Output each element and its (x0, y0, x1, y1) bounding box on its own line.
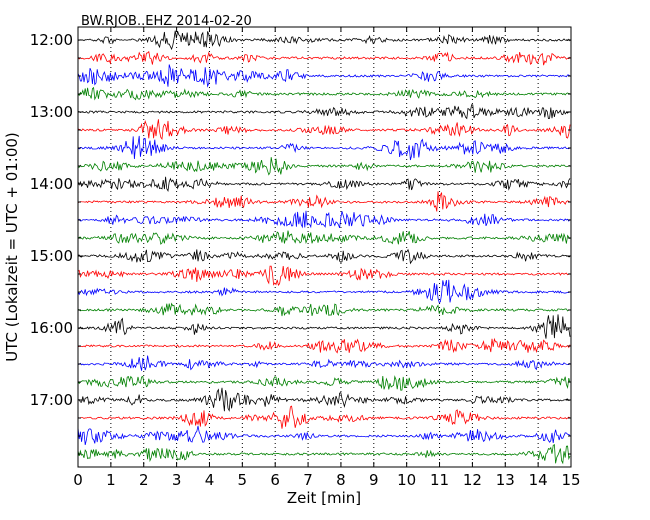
y-tick-label: 14:00 (30, 175, 73, 193)
y-axis-label: UTC (Lokalzeit = UTC + 01:00) (3, 132, 21, 362)
y-axis-ticks: 12:00 13:00 14:00 15:00 16:00 17:00 (30, 31, 571, 455)
x-tick-label: 1 (106, 471, 116, 489)
x-tick-label: 3 (172, 471, 182, 489)
trace-line (77, 135, 571, 161)
x-tick-label: 11 (430, 471, 449, 489)
x-axis-label: Zeit [min] (287, 489, 361, 507)
x-tick-label: 2 (139, 471, 149, 489)
x-tick-label: 8 (336, 471, 346, 489)
y-tick-label: 13:00 (30, 103, 73, 121)
plot-frame (77, 26, 572, 468)
chart-title: BW.RJOB..EHZ 2014-02-20 (81, 14, 252, 29)
x-tick-label: 7 (303, 471, 313, 489)
y-tick-label: 12:00 (30, 31, 73, 49)
trace-line (77, 425, 571, 446)
x-tick-label: 9 (369, 471, 379, 489)
trace-line (77, 265, 571, 287)
trace-line (77, 375, 571, 391)
trace-line (77, 210, 571, 229)
y-tick-label: 16:00 (30, 319, 73, 337)
trace-line (77, 355, 571, 371)
trace-line (77, 191, 571, 212)
x-tick-label: 12 (463, 471, 482, 489)
y-tick-label: 15:00 (30, 247, 73, 265)
trace-line (77, 64, 571, 88)
x-tick-label: 6 (270, 471, 280, 489)
trace-line (77, 314, 571, 339)
trace-line (77, 405, 571, 429)
trace-line (77, 176, 571, 193)
trace-line (77, 30, 571, 51)
trace-line (77, 279, 571, 304)
trace-line (77, 157, 571, 176)
trace-line (77, 302, 571, 317)
trace-line (77, 444, 571, 465)
trace-line (77, 387, 571, 412)
trace-line (77, 50, 571, 66)
x-axis-ticks: 0 1 2 3 4 5 6 7 8 9 10 11 12 13 14 15 (73, 27, 581, 489)
x-tick-label: 4 (205, 471, 215, 489)
trace-line (77, 119, 571, 140)
trace-line (77, 104, 571, 120)
x-tick-label: 14 (529, 471, 548, 489)
trace-line (77, 248, 571, 265)
trace-line (77, 337, 571, 354)
trace-line (77, 230, 571, 245)
x-tick-label: 10 (397, 471, 416, 489)
y-tick-label: 17:00 (30, 391, 73, 409)
x-tick-label: 13 (496, 471, 515, 489)
vertical-gridlines (110, 27, 539, 467)
trace-line (77, 86, 571, 101)
x-tick-label: 0 (73, 471, 83, 489)
x-tick-label: 15 (561, 471, 580, 489)
x-tick-label: 5 (238, 471, 248, 489)
seismic-traces (77, 30, 571, 465)
